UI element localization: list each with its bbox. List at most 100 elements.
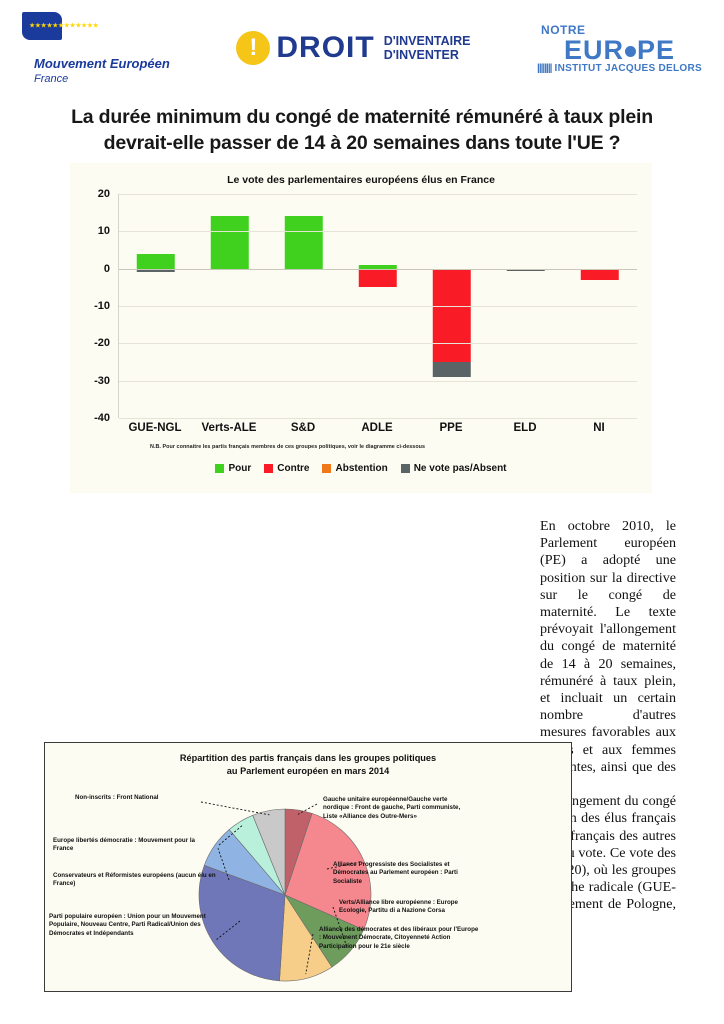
- eu-flag-icon: ★★★★★★★★★★★★: [22, 11, 99, 40]
- legend-swatch-icon: [400, 464, 410, 473]
- bar-segment-ne-vote-pas-absent: [506, 268, 546, 272]
- x-axis: GUE-NGL Verts-ALE S&D ADLE PPE ELD NI: [118, 422, 636, 434]
- x-axis-label-adle: ADLE: [361, 422, 393, 434]
- bar-segment-contre: [432, 268, 472, 362]
- logo-europe-right: PE: [637, 34, 676, 65]
- logo-mouvement-europeen-country: France: [34, 72, 69, 85]
- pie-slice-label-0: Gauche unitaire européenne/Gauche verte …: [323, 796, 461, 820]
- compass-dot-icon: [625, 45, 636, 57]
- x-axis-label-gue-ngl: GUE-NGL: [128, 422, 182, 434]
- legend-item-contre: Contre: [264, 463, 309, 474]
- x-axis-label-ni: NI: [593, 422, 605, 434]
- page-title-line2: devrait-elle passer de 14 à 20 semaines …: [103, 132, 621, 154]
- legend-swatch-icon: [322, 464, 332, 473]
- bar-segment-contre: [580, 268, 620, 280]
- pie-slice-4: [198, 864, 286, 982]
- bar-segment-pour: [358, 264, 398, 269]
- pie-slice-7: [252, 808, 286, 896]
- y-axis-tick: -30: [94, 374, 110, 387]
- bar-group-ppe: [415, 194, 489, 418]
- x-axis-label-verts-ale: Verts-ALE: [201, 422, 257, 434]
- page-title: La durée minimum du congé de maternité r…: [62, 104, 662, 156]
- logo-droit-dinventaire: DROIT D'INVENTAIRE D'INVENTER: [236, 31, 470, 65]
- legend-label: Contre: [277, 463, 310, 474]
- bar-group-eld: [489, 194, 563, 418]
- y-axis-tick: 20: [97, 188, 110, 200]
- party-distribution-pie-chart: Répartition des partis français dans les…: [44, 742, 572, 992]
- header-logo-bar: ★★★★★★★★★★★★ Mouvement Européen France D…: [0, 0, 724, 96]
- pie-leader-line-4: [216, 920, 241, 940]
- y-axis-tick: 10: [97, 225, 110, 238]
- pie-svg: [198, 801, 372, 982]
- logo-mouvement-europeen: ★★★★★★★★★★★★ Mouvement Européen France: [22, 11, 170, 85]
- logo-notre-europe-top: NOTRE: [541, 22, 586, 37]
- pie-chart-title-line2: au Parlement européen en mars 2014: [226, 766, 390, 776]
- page-title-line1: La durée minimum du congé de maternité r…: [71, 106, 653, 128]
- gridline: [119, 343, 637, 345]
- pie-leader-line-1: [326, 861, 360, 870]
- bar-segment-contre: [358, 268, 398, 288]
- logo-droit-sub-line2: D'INVENTER: [383, 48, 459, 62]
- gridline: [119, 380, 637, 382]
- y-axis-tick: -40: [94, 412, 110, 424]
- pie-slice-label-3: Alliance des démocrates et des libéraux …: [319, 926, 479, 950]
- legend-swatch-icon: [215, 464, 225, 473]
- bar-group-gue-ngl: [119, 194, 193, 418]
- bars-icon: ||||||||: [537, 62, 552, 74]
- chart-legend: Pour Contre Abstention Ne vote pas/Absent: [70, 463, 652, 474]
- logo-notre-europe: NOTRE EUR PE |||||||| INSTITUT JACQUES DE…: [537, 23, 702, 74]
- chart-note: N.B. Pour connaitre les partis français …: [150, 444, 426, 450]
- pie-leader-line-6: [218, 824, 243, 846]
- legend-label: Ne vote pas/Absent: [413, 463, 507, 474]
- pie-leader-line-7: [200, 801, 270, 816]
- legend-item-ne-vote-pas-absent: Ne vote pas/Absent: [400, 463, 507, 474]
- pie-graphic: [45, 743, 573, 993]
- gridline: [119, 418, 637, 419]
- pie-slice-label-2: Verts/Alliance libre européenne : Europe…: [339, 899, 458, 915]
- y-axis-tick: 0: [103, 262, 110, 275]
- logo-droit-sub-line1: D'INVENTAIRE: [383, 34, 471, 48]
- bars-layer: [119, 194, 637, 418]
- legend-swatch-icon: [264, 464, 274, 473]
- chart-plot-wrapper: 20 10 0 -10 -20 -30 -40 GUE-NGL Verts-ALE S&D ADL…: [70, 188, 652, 434]
- bar-segment-pour: [136, 253, 176, 269]
- logo-notre-europe-bottom: |||||||| INSTITUT JACQUES DELORS: [537, 63, 702, 74]
- pie-chart-title: Répartition des partis français dans les…: [45, 743, 571, 778]
- legend-item-pour: Pour: [215, 463, 251, 474]
- bar-group-s-d: [267, 194, 341, 418]
- gridline: [119, 306, 637, 307]
- eu-stars: ★★★★★★★★★★★★: [29, 21, 99, 29]
- pie-leader-line-2: [332, 906, 348, 949]
- logo-notre-europe-mid: EUR PE: [537, 34, 702, 65]
- legend-label: Abstention: [335, 463, 388, 474]
- logo-institut-label: INSTITUT JACQUES DELORS: [554, 62, 702, 74]
- x-axis-label-eld: ELD: [513, 422, 537, 434]
- x-axis-label-s-d: S&D: [290, 422, 316, 434]
- exclamation-icon: [236, 31, 271, 65]
- pie-slice-1: [284, 813, 372, 931]
- logo-droit-subtitle: D'INVENTAIRE D'INVENTER: [375, 34, 471, 62]
- logo-europe-left: EUR: [563, 34, 624, 65]
- pie-slice-label-4: Parti populaire européen : Union pour un…: [49, 913, 206, 937]
- y-axis: 20 10 0 -10 -20 -30 -40: [70, 188, 114, 424]
- legend-label: Pour: [228, 463, 252, 474]
- pie-slice-label-5: Conservateurs et Réformistes européens (…: [53, 872, 216, 888]
- bar-group-adle: [341, 194, 415, 418]
- body-paragraph-1: En octobre 2010, le Parlement européen (…: [48, 518, 676, 792]
- pie-leader-line-5: [217, 848, 230, 881]
- bar-segment-ne-vote-pas-absent: [136, 268, 176, 273]
- bar-group-ni: [563, 194, 637, 418]
- bar-segment-ne-vote-pas-absent: [432, 362, 472, 377]
- bar-segment-pour: [284, 216, 324, 269]
- chart-title: Le vote des parlementaires européens élu…: [227, 174, 495, 186]
- vote-bar-chart: Le vote des parlementaires européens élu…: [70, 163, 652, 493]
- pie-leader-line-3: [305, 933, 314, 975]
- pie-slice-label-6: Europe libertés démocratie : Mouvement p…: [53, 837, 195, 853]
- legend-item-abstention: Abstention: [322, 463, 388, 474]
- pie-float-spacer: [48, 522, 528, 764]
- y-axis-tick: -10: [94, 300, 110, 312]
- gridline: [119, 231, 637, 233]
- bar-group-verts-ale: [193, 194, 267, 418]
- pie-chart-title-line1: Répartition des partis français dans les…: [179, 753, 437, 763]
- x-axis-label-ppe: PPE: [439, 422, 463, 434]
